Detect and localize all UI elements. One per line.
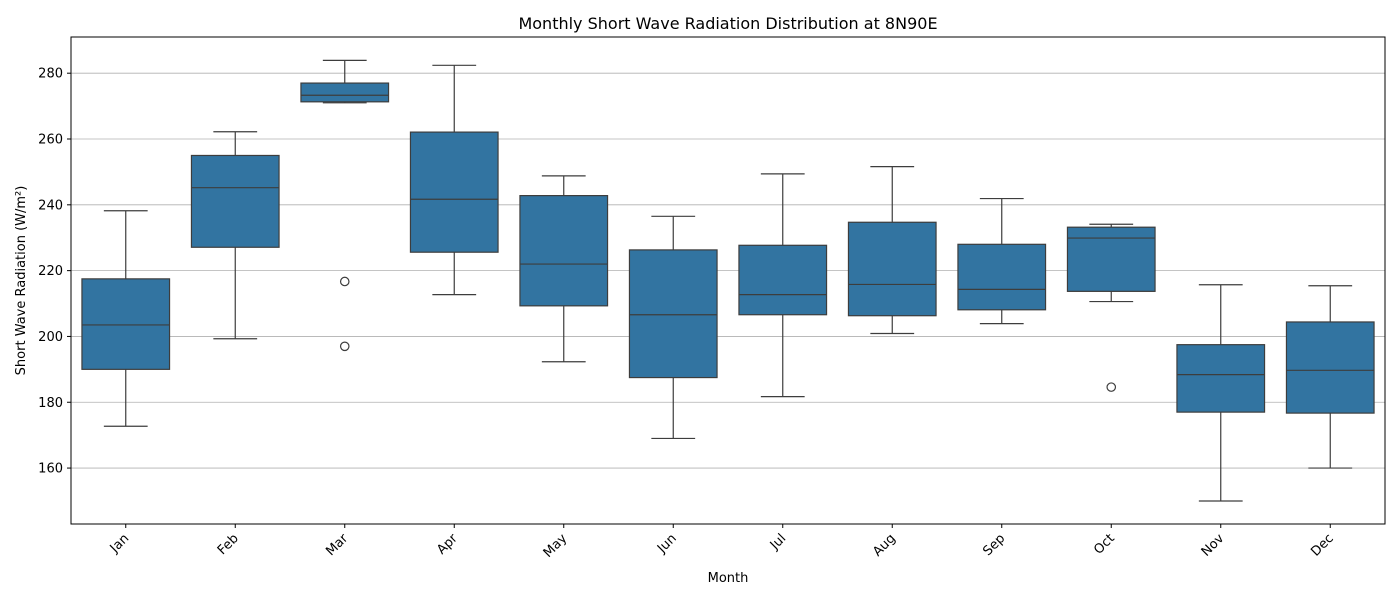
x-tick-label: Dec <box>1308 531 1336 559</box>
y-axis-label: Short Wave Radiation (W/m²) <box>14 186 29 376</box>
x-tick-label: Nov <box>1199 531 1228 560</box>
iqr-box <box>1176 344 1266 413</box>
chart-title: Monthly Short Wave Radiation Distributio… <box>518 14 937 33</box>
plot-frame <box>70 36 1386 525</box>
outlier-point <box>339 276 350 287</box>
y-tick-label: 280 <box>38 67 63 82</box>
box-dec <box>1285 285 1375 469</box>
y-tick-label: 160 <box>38 462 63 477</box>
boxes <box>81 59 1375 502</box>
iqr-box <box>1066 226 1156 292</box>
x-axis-ticks: Jan Feb Mar Apr May Jun Jul Aug Sep Oct Nov Dec <box>107 524 1337 561</box>
y-tick-label: 260 <box>38 133 63 148</box>
iqr-box <box>300 82 390 103</box>
iqr-box <box>81 278 171 370</box>
box-nov <box>1176 284 1266 502</box>
box-aug <box>847 166 937 335</box>
outlier-point <box>1106 382 1117 392</box>
x-tick-label: Apr <box>434 531 461 558</box>
box-may <box>519 175 609 363</box>
y-axis-ticks: 160 180 200 220 240 260 280 <box>38 67 71 477</box>
iqr-box <box>519 195 609 307</box>
x-tick-label: Sep <box>980 531 1008 559</box>
x-tick-label: Mar <box>323 531 351 559</box>
x-tick-label: Jun <box>654 531 680 557</box>
iqr-box <box>738 244 828 316</box>
box-oct <box>1066 223 1156 392</box>
x-tick-label: Jul <box>767 531 789 553</box>
box-sep <box>957 197 1047 325</box>
x-tick-label: May <box>541 531 571 561</box>
y-tick-label: 220 <box>38 264 63 279</box>
x-tick-label: Oct <box>1091 531 1118 558</box>
box-jul <box>738 173 828 398</box>
iqr-box <box>957 243 1047 311</box>
y-tick-label: 240 <box>38 198 63 213</box>
iqr-box <box>1285 321 1375 414</box>
x-tick-label: Jan <box>107 531 132 556</box>
x-tick-label: Feb <box>215 531 242 558</box>
iqr-box <box>190 154 280 248</box>
box-jun <box>628 215 718 440</box>
box-apr <box>409 64 499 296</box>
y-tick-label: 200 <box>38 330 63 345</box>
y-gridlines <box>71 72 1385 469</box>
y-tick-label: 180 <box>38 396 63 411</box>
x-axis-label: Month <box>708 571 749 586</box>
iqr-box <box>409 131 499 253</box>
box-mar <box>300 59 390 352</box>
box-jan <box>81 210 171 427</box>
iqr-box <box>847 221 937 317</box>
box-feb <box>190 131 280 340</box>
outlier-point <box>339 341 350 352</box>
x-tick-label: Aug <box>870 531 899 560</box>
iqr-box <box>628 249 718 379</box>
